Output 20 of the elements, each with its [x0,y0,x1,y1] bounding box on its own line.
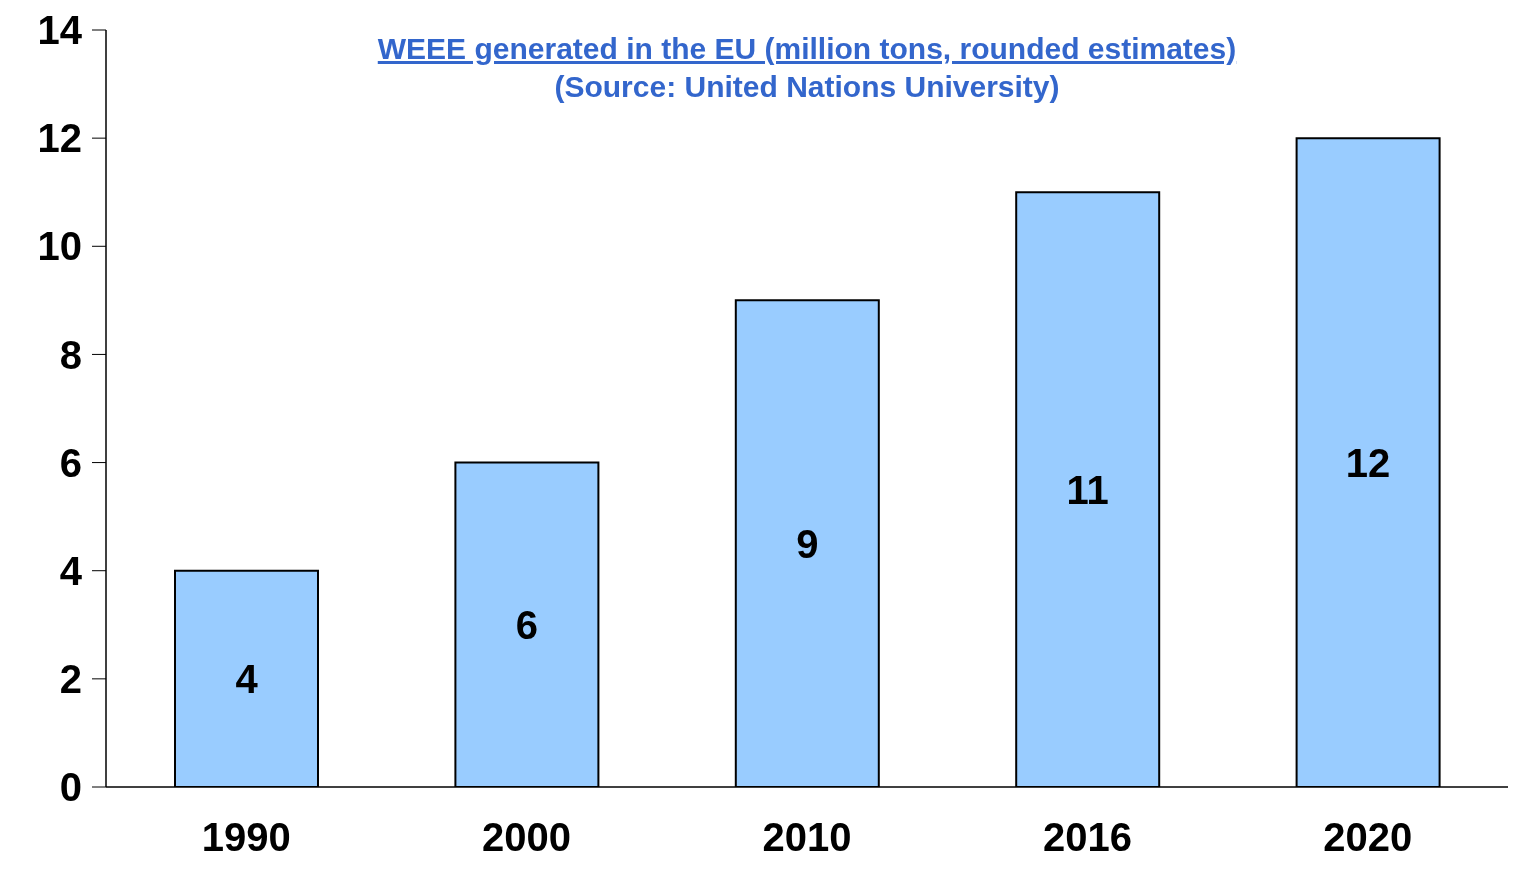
x-tick-label: 2010 [762,815,852,860]
data-label: 12 [1345,440,1391,485]
data-label: 9 [796,521,819,566]
text: (Source: United Nations University) [553,69,1061,105]
data-label: 11 [1066,467,1109,512]
chart-title: WEEE generated in the EU (million tons, rounded estimates) [376,31,1238,67]
data-label: 4 [235,657,259,702]
data-label: 6 [515,602,539,647]
y-tick-label: 0 [59,765,82,810]
x-tick-label: 2000 [482,815,572,860]
y-tick-label: 2 [59,657,82,702]
x-tick-label: 2020 [1323,815,1413,860]
y-tick-label: 14 [37,8,83,53]
y-tick-label: 4 [59,548,83,593]
y-tick-label: 8 [59,332,82,377]
x-tick-label: 2016 [1042,815,1132,860]
y-tick-label: 12 [37,116,82,161]
x-tick-label: 1990 [201,815,291,860]
y-tick-label: 6 [59,440,82,485]
y-tick-label: 10 [37,224,82,269]
